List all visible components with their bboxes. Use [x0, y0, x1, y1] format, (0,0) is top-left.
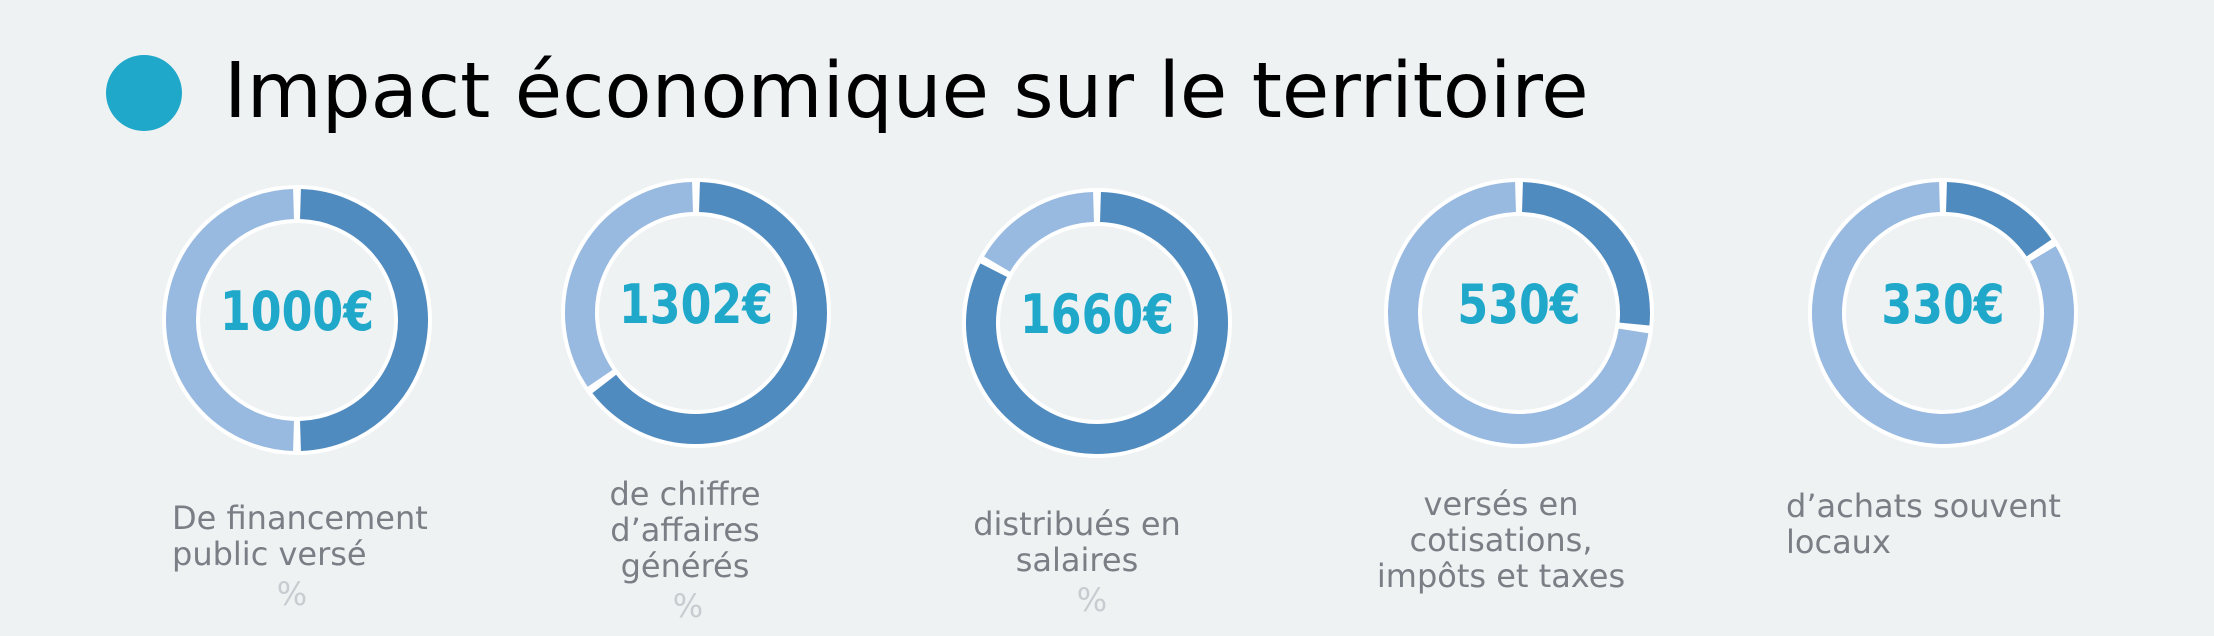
donut-caption: versés en cotisations, impôts et taxes — [1377, 486, 1625, 594]
donut-value: 1660€ — [1019, 283, 1175, 346]
percent-label: % — [276, 575, 308, 613]
donut-segment-rest — [1812, 182, 2074, 444]
donut-caption: De financement public versé — [172, 500, 428, 572]
donut-segment-rest — [565, 182, 694, 387]
caption-line: d’affaires — [610, 511, 760, 549]
donut-value: 530€ — [1457, 273, 1581, 336]
donut-caption: d’achats souvent locaux — [1786, 488, 2061, 560]
donut-value: 330€ — [1881, 273, 2005, 336]
caption-line: versés en — [1423, 485, 1579, 523]
caption-line: salaires — [1015, 541, 1139, 579]
page-title: Impact économique sur le territoire — [224, 47, 1589, 136]
caption-line: locaux — [1786, 523, 1891, 561]
donut-value: 1302€ — [618, 273, 774, 336]
donut-segment-share — [1945, 182, 2052, 257]
caption-line: cotisations, — [1409, 521, 1593, 559]
donut-segment-share — [299, 189, 428, 451]
caption-line: distribués en — [973, 505, 1181, 543]
caption-line: de chiffre — [609, 475, 761, 513]
donut-segment-share — [966, 192, 1228, 454]
donut-segment-rest — [1388, 182, 1649, 444]
percent-label: % — [1076, 581, 1108, 619]
donut-segment-rest — [984, 192, 1095, 273]
percent-label: % — [672, 587, 704, 625]
caption-line: impôts et taxes — [1376, 557, 1626, 595]
donut-caption: de chiffre d’affaires générés — [609, 476, 760, 584]
title-bullet-icon — [106, 55, 182, 131]
donut-segment-share — [1521, 182, 1650, 326]
donut-segment-share — [592, 182, 827, 444]
donut-segment-rest — [166, 189, 295, 451]
donut-caption: distribués en salaires — [973, 506, 1181, 578]
caption-line: générés — [620, 547, 750, 585]
caption-line: d’achats souvent — [1786, 487, 2061, 525]
donut-value: 1000€ — [219, 280, 375, 343]
caption-line: De financement — [172, 499, 428, 537]
caption-line: public versé — [172, 535, 367, 573]
